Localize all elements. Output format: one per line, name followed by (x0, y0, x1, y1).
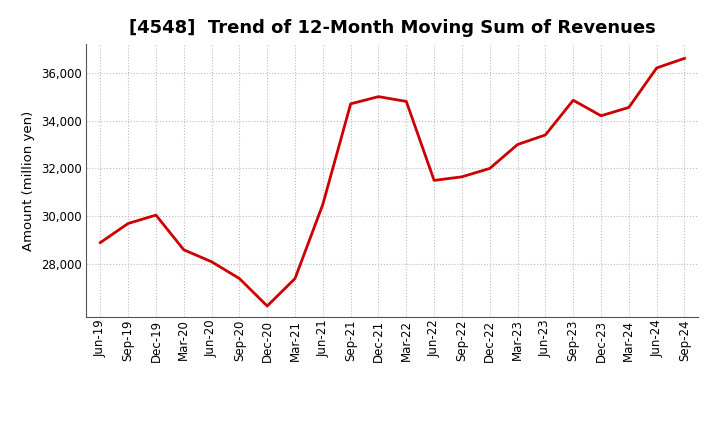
Title: [4548]  Trend of 12-Month Moving Sum of Revenues: [4548] Trend of 12-Month Moving Sum of R… (129, 19, 656, 37)
Y-axis label: Amount (million yen): Amount (million yen) (22, 110, 35, 250)
